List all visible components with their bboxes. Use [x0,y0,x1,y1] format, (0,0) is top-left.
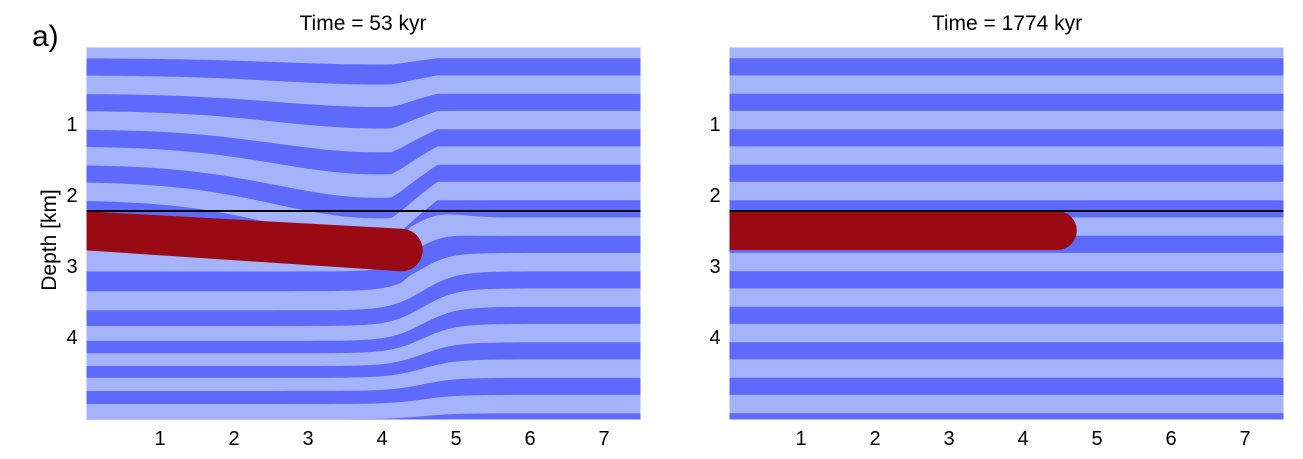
x-tick-label: 5 [450,428,461,450]
stripe-band [86,271,641,326]
panel-right-title: Time = 1774 kyr [932,12,1082,35]
y-tick-labels-left: 1 2 3 4 [66,114,77,349]
y-tick-label: 3 [709,256,720,278]
x-tick-label: 4 [376,428,387,450]
panel-left-title: Time = 53 kyr [299,12,426,35]
stripe-band [729,413,1284,420]
stripe-band [86,306,641,354]
x-tick-label: 7 [1239,428,1250,450]
y-tick-label: 1 [66,114,77,136]
panel-right: Time = 1774 kyr 1 2 3 4 1 2 3 4 5 6 7 [709,12,1285,450]
stripe-band [86,413,641,420]
stripe-band [86,93,641,129]
y-tick-label: 2 [709,185,720,207]
stripe-band [86,235,641,292]
stripe-band [729,129,1284,147]
x-tick-label: 1 [154,428,165,450]
plot-frame [728,46,1285,421]
stripe-band [86,164,641,219]
y-tick-labels-right: 1 2 3 4 [709,114,720,349]
stripe-band [729,342,1284,360]
panel-label: a) [32,20,59,53]
intrusion-sill [86,211,423,272]
stripe-band [86,377,641,404]
x-tick-label: 2 [869,428,880,450]
stripe-band [729,58,1284,76]
x-tick-label: 2 [228,428,239,450]
x-tick-label: 1 [795,428,806,450]
plot-area-left [85,46,642,421]
x-tick-label: 7 [598,428,609,450]
stripe-band [86,129,641,175]
stripe-band [729,377,1284,395]
panel-left-ylabel: Depth [km] [38,189,61,291]
y-tick-label: 3 [66,256,77,278]
x-tick-labels-left: 1 2 3 4 5 6 7 [154,428,609,450]
y-tick-label: 1 [709,114,720,136]
stripe-band [86,58,641,85]
x-tick-labels-right: 1 2 3 4 5 6 7 [795,428,1250,450]
x-tick-label: 3 [302,428,313,450]
y-tick-label: 4 [66,327,77,349]
stripe-band [729,93,1284,111]
stripe-band [729,306,1284,324]
x-tick-label: 6 [524,428,535,450]
stripe-band [729,271,1284,289]
x-tick-label: 5 [1091,428,1102,450]
y-tick-label: 2 [66,185,77,207]
stripe-band [86,342,641,378]
x-tick-label: 3 [943,428,954,450]
intrusion-sill [729,211,1077,251]
stripe-band [729,164,1284,182]
panel-left: Time = 53 kyr Depth [km] 1 2 3 4 1 2 3 4… [38,12,642,450]
plot-area-right [728,46,1285,421]
x-tick-label: 4 [1017,428,1028,450]
y-tick-label: 4 [709,327,720,349]
plot-frame [85,46,642,421]
x-tick-label: 6 [1165,428,1176,450]
